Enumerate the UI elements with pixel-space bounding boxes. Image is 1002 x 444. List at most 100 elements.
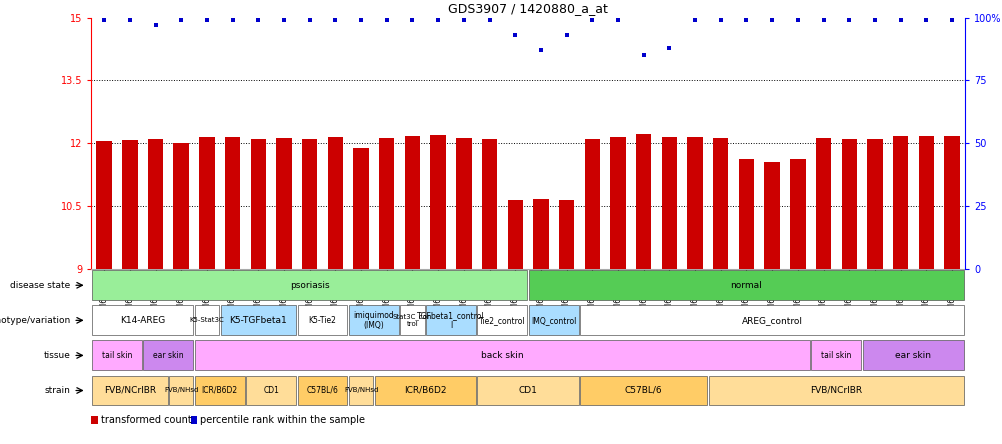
Point xyxy=(455,17,471,24)
Text: ear skin: ear skin xyxy=(895,351,931,360)
Text: transformed count: transformed count xyxy=(101,415,191,425)
Bar xyxy=(405,136,420,269)
Bar xyxy=(143,341,193,370)
Text: C57BL/6: C57BL/6 xyxy=(307,386,338,395)
Bar xyxy=(811,341,861,370)
Bar xyxy=(426,305,475,335)
Point xyxy=(250,17,267,24)
Text: FVB/NCrIBR: FVB/NCrIBR xyxy=(810,386,862,395)
Point xyxy=(327,17,343,24)
Bar xyxy=(92,376,167,405)
Bar xyxy=(349,305,399,335)
Text: psoriasis: psoriasis xyxy=(290,281,330,290)
Text: C57BL/6: C57BL/6 xyxy=(624,386,662,395)
Bar xyxy=(375,376,475,405)
Bar xyxy=(456,138,471,269)
Bar xyxy=(379,138,394,269)
Bar xyxy=(862,341,963,370)
Point xyxy=(96,17,112,24)
Text: K5-TGFbeta1: K5-TGFbeta1 xyxy=(229,316,287,325)
Point xyxy=(841,17,857,24)
Bar xyxy=(815,138,831,269)
Bar xyxy=(194,376,244,405)
Point xyxy=(481,17,497,24)
Bar xyxy=(841,139,856,269)
Bar xyxy=(92,305,193,335)
Bar xyxy=(533,199,548,269)
Bar xyxy=(892,136,908,269)
Bar xyxy=(430,135,446,269)
Text: K5-Stat3C: K5-Stat3C xyxy=(189,317,224,323)
Bar xyxy=(169,376,193,405)
Point xyxy=(789,17,805,24)
Point xyxy=(430,17,446,24)
Bar xyxy=(481,139,497,269)
Bar xyxy=(712,138,727,269)
Text: disease state: disease state xyxy=(10,281,70,290)
Bar xyxy=(245,376,296,405)
Text: imiquimod
(IMQ): imiquimod (IMQ) xyxy=(353,311,394,330)
Bar xyxy=(194,341,810,370)
Point xyxy=(737,17,754,24)
Point xyxy=(379,17,395,24)
Bar xyxy=(738,159,754,269)
Bar xyxy=(477,305,527,335)
Point xyxy=(147,22,163,29)
Text: back skin: back skin xyxy=(481,351,523,360)
Bar xyxy=(276,138,292,269)
Text: tail skin: tail skin xyxy=(821,351,851,360)
Text: tail skin: tail skin xyxy=(101,351,132,360)
Text: tissue: tissue xyxy=(44,351,70,360)
Bar xyxy=(764,162,780,269)
Point xyxy=(121,17,137,24)
Bar xyxy=(528,270,963,300)
Bar xyxy=(349,376,373,405)
Bar xyxy=(477,376,578,405)
Text: TGFbeta1_control
l: TGFbeta1_control l xyxy=(417,311,484,330)
Point xyxy=(686,17,702,24)
Point xyxy=(173,17,189,24)
Bar xyxy=(302,139,317,269)
Text: percentile rank within the sample: percentile rank within the sample xyxy=(200,415,365,425)
Text: Stat3C_con
trol: Stat3C_con trol xyxy=(393,313,432,327)
Point xyxy=(866,17,882,24)
Point xyxy=(712,17,728,24)
Point xyxy=(558,32,574,39)
Bar xyxy=(528,305,578,335)
Bar xyxy=(661,137,676,269)
Bar xyxy=(328,136,343,269)
Point xyxy=(764,17,780,24)
Text: genotype/variation: genotype/variation xyxy=(0,316,70,325)
Bar xyxy=(298,305,347,335)
Bar xyxy=(686,137,702,269)
Point xyxy=(635,52,651,59)
Bar xyxy=(584,139,599,269)
Bar xyxy=(867,139,882,269)
Bar xyxy=(147,139,163,269)
Text: FVB/NCrIBR: FVB/NCrIBR xyxy=(103,386,155,395)
Bar xyxy=(790,159,805,269)
Point xyxy=(918,17,934,24)
Bar xyxy=(580,376,706,405)
Bar xyxy=(558,200,574,269)
Text: K5-Tie2: K5-Tie2 xyxy=(309,316,336,325)
Bar xyxy=(199,137,214,269)
Text: strain: strain xyxy=(45,386,70,395)
Bar xyxy=(92,270,527,300)
Bar xyxy=(580,305,963,335)
Bar xyxy=(507,200,522,269)
Bar xyxy=(220,305,296,335)
Point xyxy=(584,17,600,24)
Text: ICR/B6D2: ICR/B6D2 xyxy=(201,386,237,395)
Bar xyxy=(708,376,963,405)
Text: CD1: CD1 xyxy=(518,386,537,395)
Text: K14-AREG: K14-AREG xyxy=(120,316,165,325)
Point xyxy=(302,17,318,24)
Point xyxy=(660,44,676,52)
Point xyxy=(404,17,420,24)
Text: FVB/NHsd: FVB/NHsd xyxy=(344,388,378,393)
Bar xyxy=(194,305,218,335)
Text: FVB/NHsd: FVB/NHsd xyxy=(164,388,198,393)
Bar xyxy=(944,136,959,269)
Point xyxy=(892,17,908,24)
